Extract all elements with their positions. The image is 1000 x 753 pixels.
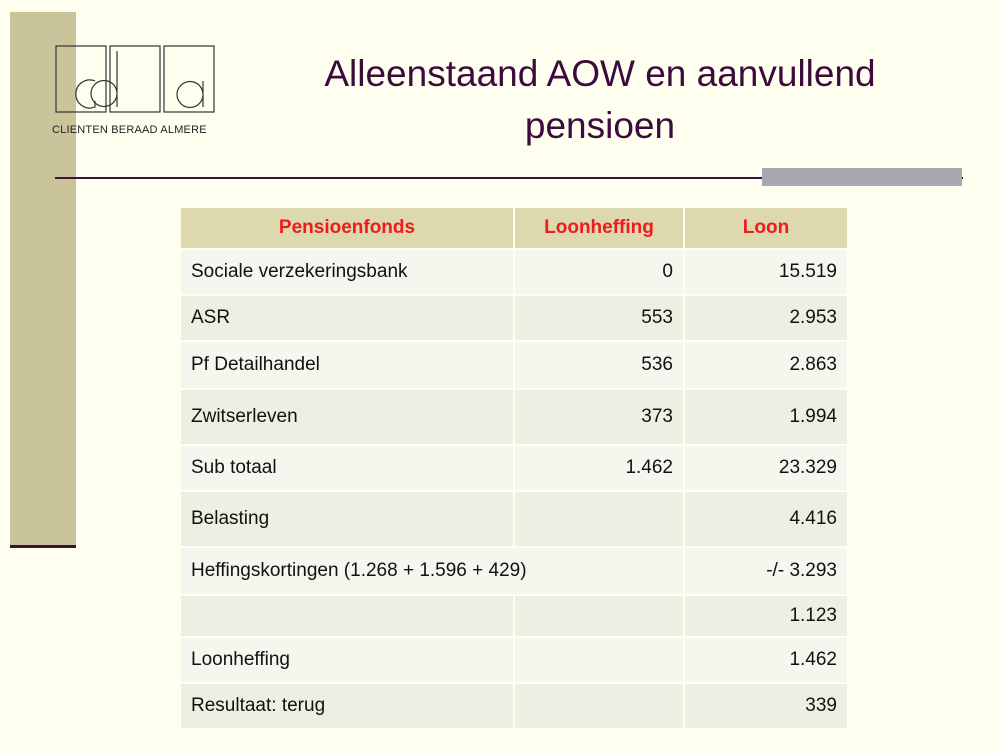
cell: 15.519 <box>685 250 847 294</box>
cell: Loonheffing <box>181 638 513 682</box>
cell: 1.462 <box>515 446 683 490</box>
cell <box>515 684 683 728</box>
cell <box>515 596 683 636</box>
cell: 0 <box>515 250 683 294</box>
cell: Zwitserleven <box>181 390 513 444</box>
header-cell: Pensioenfonds <box>181 208 513 248</box>
header-cell: Loonheffing <box>515 208 683 248</box>
cell <box>181 596 513 636</box>
cell: Sub totaal <box>181 446 513 490</box>
cell: Sociale verzekeringsbank <box>181 250 513 294</box>
logo <box>55 45 215 113</box>
header-cell: Loon <box>685 208 847 248</box>
cell: 1.994 <box>685 390 847 444</box>
cell <box>515 492 683 546</box>
table: Pensioenfonds Loonheffing Loon Sociale v… <box>179 206 849 730</box>
gray-bar <box>762 168 962 186</box>
cell: 1.123 <box>685 596 847 636</box>
cell: 4.416 <box>685 492 847 546</box>
cell: Resultaat: terug <box>181 684 513 728</box>
cell: 2.953 <box>685 296 847 340</box>
left-bar <box>10 12 76 546</box>
cell: Heffingskortingen (1.268 + 1.596 + 429) <box>181 548 683 594</box>
cell: 23.329 <box>685 446 847 490</box>
cell: 339 <box>685 684 847 728</box>
cell: -/- 3.293 <box>685 548 847 594</box>
cell: 373 <box>515 390 683 444</box>
cell: 2.863 <box>685 342 847 388</box>
cell <box>515 638 683 682</box>
cell: Belasting <box>181 492 513 546</box>
logo-subtitle: CLIENTEN BERAAD ALMERE <box>52 124 207 136</box>
cell: 553 <box>515 296 683 340</box>
header-row: Pensioenfonds Loonheffing Loon <box>181 208 847 248</box>
divider <box>55 177 963 179</box>
cell: Pf Detailhandel <box>181 342 513 388</box>
cell: 1.462 <box>685 638 847 682</box>
cell: 536 <box>515 342 683 388</box>
left-line <box>10 545 76 548</box>
cell: ASR <box>181 296 513 340</box>
slide-title: Alleenstaand AOW en aanvullend pensioen <box>324 53 876 146</box>
